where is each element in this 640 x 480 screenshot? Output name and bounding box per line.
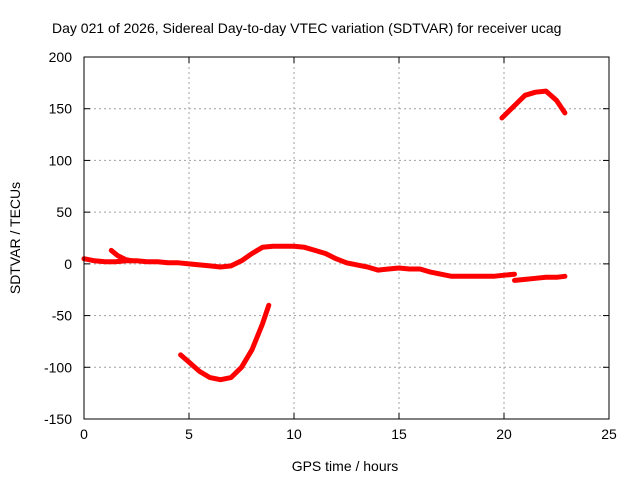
x-tick-label: 5 [185, 426, 193, 442]
y-tick-label: -100 [44, 359, 72, 375]
y-tick-label: 150 [49, 101, 73, 117]
series-line [499, 88, 568, 121]
x-tick-label: 20 [496, 426, 512, 442]
y-tick-label: -150 [44, 411, 72, 427]
x-tick-label: 25 [601, 426, 617, 442]
chart-title: Day 021 of 2026, Sidereal Day-to-day VTE… [52, 20, 561, 36]
x-tick-label: 0 [80, 426, 88, 442]
axis-ticks: 0 5 10 15 20 25 -150 -100 -50 0 50 100 150 200 [44, 49, 617, 442]
series-line [108, 247, 135, 264]
series-line [178, 302, 272, 383]
series-line [512, 273, 568, 283]
y-tick-label: 0 [64, 256, 72, 272]
grid [84, 57, 609, 419]
series-line [81, 243, 517, 279]
x-tick-label: 15 [391, 426, 407, 442]
y-tick-label: -50 [52, 308, 72, 324]
y-tick-label: 50 [56, 204, 72, 220]
x-axis-label: GPS time / hours [292, 458, 399, 474]
y-tick-label: 200 [49, 49, 73, 65]
y-axis-label: SDTVAR / TECUs [7, 182, 23, 294]
plot-frame [83, 56, 610, 420]
x-tick-label: 10 [286, 426, 302, 442]
y-tick-label: 100 [49, 152, 73, 168]
data-series [81, 88, 568, 383]
